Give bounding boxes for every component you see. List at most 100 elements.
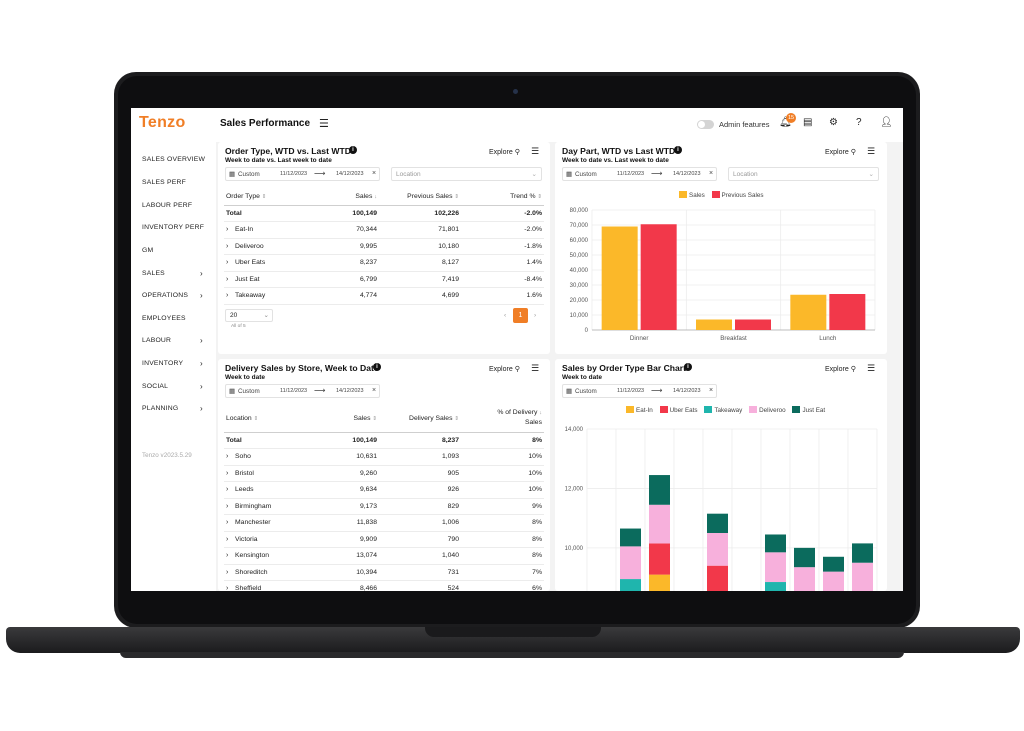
previous-page-icon[interactable]: ‹ xyxy=(504,312,507,319)
info-icon[interactable]: i xyxy=(684,363,692,371)
user-icon[interactable]: 👤︎ xyxy=(880,117,893,128)
sidebar-item-planning[interactable]: PLANNING xyxy=(142,405,179,412)
chevron-right-icon[interactable]: › xyxy=(226,568,229,576)
sidebar-item-gm[interactable]: GM xyxy=(142,247,154,254)
table-row[interactable]: › Birmingham 9,173 829 9% xyxy=(224,498,544,515)
document-icon[interactable]: ▤ xyxy=(803,117,813,128)
clear-date-icon[interactable]: × xyxy=(372,170,377,177)
explore-button[interactable]: Explore ⚲ xyxy=(489,365,520,373)
sidebar-item-labour-perf[interactable]: LABOUR PERF xyxy=(142,202,193,209)
chevron-right-icon[interactable]: › xyxy=(226,226,229,234)
admin-features-toggle[interactable] xyxy=(697,120,714,129)
location-select[interactable]: Location ⌄ xyxy=(728,167,879,181)
sidebar-item-operations[interactable]: OPERATIONS xyxy=(142,292,189,299)
legend-item[interactable]: Deliveroo xyxy=(749,406,786,414)
table-row[interactable]: › Bristol 9,260 905 10% xyxy=(224,465,544,482)
info-icon[interactable]: i xyxy=(674,146,682,154)
sidebar-item-inventory[interactable]: INVENTORY xyxy=(142,360,184,367)
chevron-right-icon[interactable]: › xyxy=(200,404,203,413)
explore-button[interactable]: Explore ⚲ xyxy=(825,365,856,373)
next-page-icon[interactable]: › xyxy=(534,312,537,319)
page-button[interactable]: 1 xyxy=(513,308,528,323)
table-row[interactable]: › Leeds 9,634 926 10% xyxy=(224,481,544,499)
delivery-sales-value: 1,040 xyxy=(379,547,461,565)
sidebar-item-sales[interactable]: SALES xyxy=(142,270,165,277)
legend-item[interactable]: Uber Eats xyxy=(659,406,698,414)
chevron-right-icon[interactable]: › xyxy=(226,535,229,543)
chevron-right-icon[interactable]: › xyxy=(226,519,229,527)
chevron-right-icon[interactable]: › xyxy=(200,359,203,368)
column-header[interactable]: Sales ⇕ xyxy=(314,405,379,433)
column-header[interactable]: Location ⇕ xyxy=(224,405,314,433)
clear-date-icon[interactable]: × xyxy=(372,387,377,394)
column-header[interactable]: Previous Sales ⇕ xyxy=(379,188,461,206)
legend-item[interactable]: Takeaway xyxy=(704,406,742,414)
table-row[interactable]: › Soho 10,631 1,093 10% xyxy=(224,448,544,466)
gear-icon[interactable]: ⚙ xyxy=(829,117,838,128)
arrow-right-icon: ⟶ xyxy=(651,169,663,178)
info-icon[interactable]: i xyxy=(349,146,357,154)
chevron-right-icon[interactable]: › xyxy=(226,585,229,591)
table-row[interactable]: › Kensington 13,074 1,040 8% xyxy=(224,547,544,565)
column-header[interactable]: Trend % ⇕ xyxy=(461,188,544,206)
arrow-right-icon: ⟶ xyxy=(651,386,663,395)
chevron-right-icon[interactable]: › xyxy=(226,292,229,300)
panel-menu-icon[interactable]: ☰ xyxy=(531,146,540,156)
chevron-right-icon[interactable]: › xyxy=(226,259,229,267)
chevron-right-icon[interactable]: › xyxy=(226,453,229,461)
chevron-right-icon[interactable]: › xyxy=(200,382,203,391)
chevron-right-icon[interactable]: › xyxy=(226,275,229,283)
chevron-right-icon[interactable]: › xyxy=(226,486,229,494)
chevron-right-icon[interactable]: › xyxy=(200,336,203,345)
table-row[interactable]: › Victoria 9,909 790 8% xyxy=(224,531,544,548)
column-header[interactable]: % of Delivery ↓ Sales xyxy=(461,405,544,433)
chevron-right-icon[interactable]: › xyxy=(226,242,229,250)
delivery-percent-value: 10% xyxy=(461,448,544,466)
chevron-right-icon[interactable]: › xyxy=(226,469,229,477)
panel-menu-icon[interactable]: ☰ xyxy=(867,146,876,156)
stacked-bar-segment xyxy=(794,547,815,568)
table-row[interactable]: › Takeaway 4,774 4,699 1.6% xyxy=(224,287,544,305)
table-row[interactable]: › Just Eat 6,799 7,419 -8.4% xyxy=(224,271,544,288)
column-header[interactable]: Delivery Sales ⇕ xyxy=(379,405,461,433)
chevron-right-icon[interactable]: › xyxy=(226,552,229,560)
date-range-input[interactable]: ▦ Custom 11/12/2023 ⟶ 14/12/2023 × xyxy=(562,167,717,181)
chevron-right-icon[interactable]: › xyxy=(226,502,229,510)
column-header[interactable]: Order Type ⇕ xyxy=(224,188,314,206)
explore-button[interactable]: Explore ⚲ xyxy=(489,148,520,156)
clear-date-icon[interactable]: × xyxy=(709,387,714,394)
sidebar-item-labour[interactable]: LABOUR xyxy=(142,337,172,344)
legend-item[interactable]: Sales xyxy=(679,191,705,199)
panel-menu-icon[interactable]: ☰ xyxy=(531,363,540,373)
sidebar-item-sales-perf[interactable]: SALES PERF xyxy=(142,179,186,186)
sidebar-item-social[interactable]: SOCIAL xyxy=(142,383,169,390)
chevron-right-icon[interactable]: › xyxy=(200,269,203,278)
clear-date-icon[interactable]: × xyxy=(709,170,714,177)
page-size-select[interactable]: 20 ⌄ xyxy=(225,309,273,322)
explore-button[interactable]: Explore ⚲ xyxy=(825,148,856,156)
legend-item[interactable]: Eat-In xyxy=(626,406,653,414)
sidebar-item-inventory-perf[interactable]: INVENTORY PERF xyxy=(142,224,205,231)
info-icon[interactable]: i xyxy=(373,363,381,371)
table-row[interactable]: › Manchester 11,838 1,006 8% xyxy=(224,514,544,532)
bell-icon[interactable]: 🔔︎ xyxy=(779,117,792,128)
table-row[interactable]: › Shoreditch 10,394 731 7% xyxy=(224,564,544,581)
panel-menu-icon[interactable]: ☰ xyxy=(867,363,876,373)
date-range-input[interactable]: ▦ Custom 11/12/2023 ⟶ 14/12/2023 × xyxy=(562,384,717,398)
date-range-input[interactable]: ▦ Custom 11/12/2023 ⟶ 14/12/2023 × xyxy=(225,167,380,181)
column-header[interactable]: Sales ↓ xyxy=(314,188,379,206)
table-row[interactable]: › Uber Eats 8,237 8,127 1.4% xyxy=(224,254,544,272)
sidebar-item-sales-overview[interactable]: SALES OVERVIEW xyxy=(142,156,206,163)
table-row[interactable]: › Eat-In 70,344 71,801 -2.0% xyxy=(224,221,544,239)
hamburger-menu-icon[interactable]: ☰ xyxy=(319,118,329,130)
chevron-right-icon[interactable]: › xyxy=(200,291,203,300)
legend-item[interactable]: Just Eat xyxy=(792,406,825,414)
table-row[interactable]: › Deliveroo 9,995 10,180 -1.8% xyxy=(224,238,544,255)
logo[interactable]: Tenzo xyxy=(139,114,186,131)
table-row[interactable]: › Sheffield 8,466 524 6% xyxy=(224,580,544,591)
help-icon[interactable]: ? xyxy=(856,117,862,128)
sidebar-item-employees[interactable]: EMPLOYEES xyxy=(142,315,186,322)
location-select[interactable]: Location ⌄ xyxy=(391,167,542,181)
date-range-input[interactable]: ▦ Custom 11/12/2023 ⟶ 14/12/2023 × xyxy=(225,384,380,398)
legend-item[interactable]: Previous Sales xyxy=(711,191,764,199)
